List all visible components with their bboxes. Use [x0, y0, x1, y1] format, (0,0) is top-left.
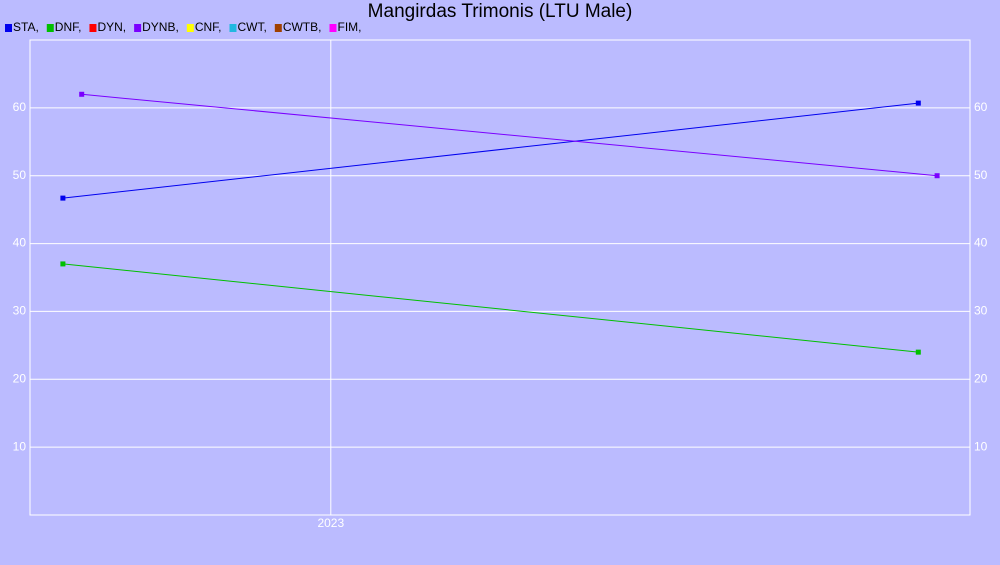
y-tick-label: 20 — [13, 371, 27, 385]
point — [60, 261, 66, 267]
y-tick-label: 60 — [13, 100, 27, 114]
legend-label: CNF, — [195, 20, 222, 34]
legend-swatch — [229, 24, 237, 32]
legend-label: DYNB, — [142, 20, 179, 34]
point — [60, 195, 66, 201]
x-tick-label: 2023 — [317, 516, 344, 530]
y2-tick-label: 20 — [974, 371, 988, 385]
series-line — [62, 263, 919, 353]
legend-label: DYN, — [97, 20, 126, 34]
legend-swatch — [134, 24, 142, 32]
y2-tick-label: 10 — [974, 439, 988, 453]
y2-tick-label: 40 — [974, 236, 988, 250]
legend-label: CWT, — [237, 20, 266, 34]
legend-swatch — [46, 24, 54, 32]
y2-tick-label: 60 — [974, 100, 988, 114]
y2-tick-label: 50 — [974, 168, 988, 182]
point — [915, 349, 921, 355]
y2-tick-label: 30 — [974, 304, 988, 318]
y-tick-label: 10 — [13, 439, 27, 453]
legend-swatch — [89, 24, 97, 32]
legend-label: CWTB, — [283, 20, 322, 34]
chart-title: Mangirdas Trimonis (LTU Male) — [368, 1, 633, 22]
point — [934, 173, 940, 179]
y-tick-label: 40 — [13, 236, 27, 250]
point — [79, 91, 85, 97]
legend-label: DNF, — [55, 20, 82, 34]
legend-swatch — [5, 24, 12, 32]
y-tick-label: 50 — [13, 168, 27, 182]
legend-swatch — [274, 24, 282, 32]
plot-border — [29, 39, 971, 516]
y-tick-label: 30 — [13, 304, 27, 318]
legend-label: STA, — [13, 20, 39, 34]
series-line — [62, 102, 919, 199]
legend-swatch — [329, 24, 337, 32]
series-line — [81, 93, 938, 177]
legend-label: FIM, — [337, 20, 361, 34]
legend-swatch — [186, 24, 194, 32]
point — [915, 100, 921, 106]
